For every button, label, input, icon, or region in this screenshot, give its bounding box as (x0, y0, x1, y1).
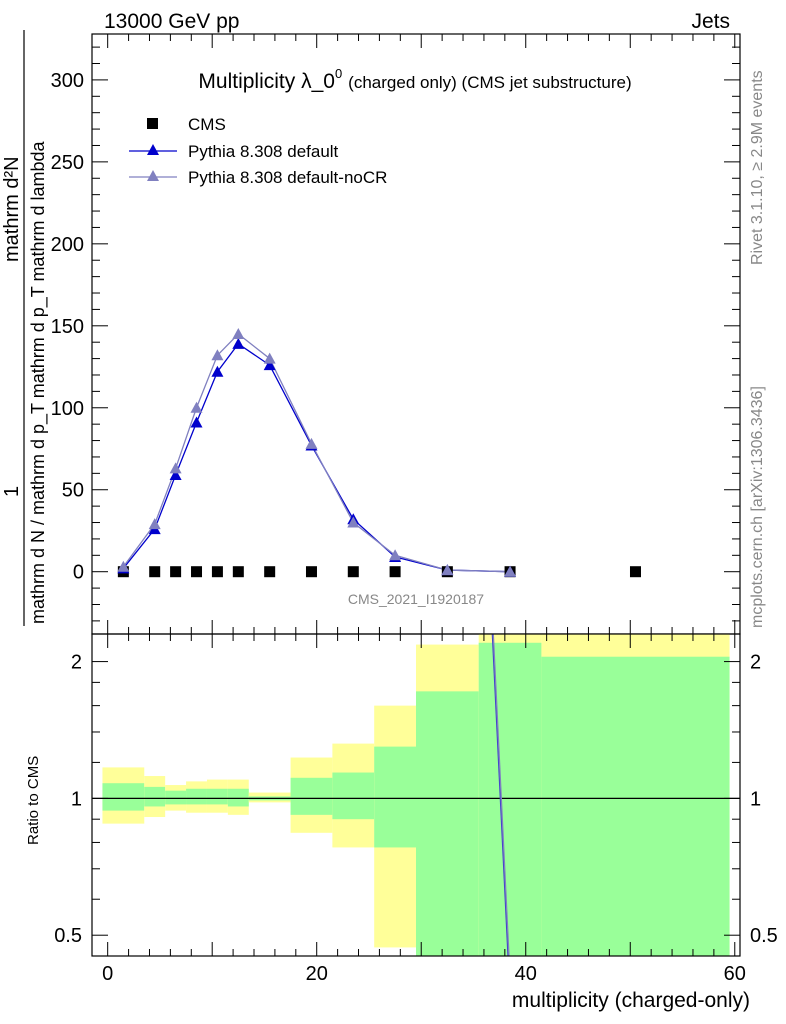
x-tick-label: 40 (515, 963, 537, 985)
cms-data-point (305, 566, 317, 578)
ratio-inner-band (102, 783, 145, 811)
ratio-series-line-0 (491, 633, 509, 957)
plot-title-sup: 0 (335, 66, 342, 81)
ratio-inner-band (478, 642, 542, 956)
y-label-numerator: 1 (1, 486, 23, 497)
ratio-series-layer (92, 633, 740, 957)
series-1-marker (232, 337, 245, 349)
x-tick-label: 0 (102, 963, 113, 985)
ratio-y-tick-label: 2 (71, 652, 82, 674)
ratio-ticks (92, 634, 740, 956)
ratio-inner-band (144, 786, 166, 807)
ratio-inner-band (416, 691, 479, 956)
legend-label-nocr: Pythia 8.308 default-noCR (188, 168, 387, 187)
series-line-2 (122, 333, 511, 573)
series-2-marker (117, 560, 130, 572)
main-series-layer (117, 328, 641, 578)
series-2-marker (504, 565, 517, 577)
plot-subtitle: (charged only) (CMS jet substructure) (348, 73, 631, 92)
series-1-marker (211, 365, 224, 377)
header-right-label: Jets (691, 10, 730, 33)
x-axis-label: multiplicity (charged-only) (512, 989, 750, 1012)
watermark-label: CMS_2021_I1920187 (348, 591, 484, 607)
main-y-tick-label: 300 (51, 70, 84, 92)
ratio-series-line-1 (492, 633, 510, 957)
mcplots-label: mcplots.cern.ch [arXiv:1306.3436] (749, 386, 766, 628)
series-2-marker (389, 549, 402, 561)
series-line-1 (122, 342, 511, 573)
legend-label-cms: CMS (188, 115, 226, 134)
ratio-plot-frame (91, 633, 741, 957)
main-y-tick-labels: 0 50 100 150 200 250 300 (51, 70, 84, 584)
series-2-marker (441, 564, 454, 576)
series-2-marker (169, 462, 182, 474)
x-tick-label: 60 (724, 963, 746, 985)
y-label-numerator-right: mathrm d²N (1, 156, 23, 262)
main-y-tick-label: 250 (51, 152, 84, 174)
ratio-inner-band (227, 788, 249, 807)
ratio-y-tick-label-right: 0.5 (750, 925, 778, 947)
main-y-tick-label: 50 (62, 480, 84, 502)
y-label-denominator: mathrm d N / mathrm d p_T mathrm d p_T m… (28, 141, 49, 624)
ratio-uncertainty-bands (102, 634, 730, 956)
ratio-inner-band (290, 777, 333, 815)
ratio-y-tick-label: 1 (71, 788, 82, 810)
series-2-marker (263, 352, 276, 364)
ratio-panel: 0.5 0.51 12 20 20 40 60 Ratio to CMS multiplic… (25, 633, 778, 1012)
series-2-marker (347, 516, 360, 528)
main-y-axis-label: 1 mathrm d²N mathrm d N / mathrm d p_T m… (1, 30, 49, 626)
rivet-label: Rivet 3.1.10, ≥ 2.9M events (749, 70, 766, 265)
ratio-inner-band (332, 772, 375, 820)
series-2-marker (211, 349, 224, 361)
main-y-tick-label: 150 (51, 316, 84, 338)
cms-data-point (389, 566, 401, 578)
x-tick-label: 20 (306, 963, 328, 985)
cms-data-point (191, 566, 203, 578)
plot-title-main: Multiplicity λ_0 (198, 70, 335, 93)
main-y-tick-label: 100 (51, 398, 84, 420)
main-y-ticks (92, 34, 740, 634)
cms-data-point (629, 566, 641, 578)
ratio-inner-band (541, 656, 730, 956)
series-2-marker (305, 437, 318, 449)
cms-data-point (170, 566, 182, 578)
cms-data-point (232, 566, 244, 578)
legend-marker-default (147, 144, 159, 155)
legend-label-default: Pythia 8.308 default (188, 142, 339, 161)
legend: CMS Pythia 8.308 default Pythia 8.308 de… (129, 115, 387, 187)
cms-data-point (211, 566, 223, 578)
ratio-inner-band (206, 788, 228, 805)
plot-title: Multiplicity λ_00 (charged only) (CMS jet… (198, 66, 631, 93)
cms-data-point (347, 566, 359, 578)
legend-marker-nocr (147, 170, 159, 181)
header-left-label: 13000 GeV pp (104, 10, 239, 33)
cms-data-point (149, 566, 161, 578)
legend-marker-cms (147, 118, 158, 129)
series-2-marker (232, 328, 245, 339)
ratio-inner-band (374, 746, 416, 848)
series-2-marker (190, 401, 203, 413)
ratio-y-label: Ratio to CMS (25, 756, 42, 845)
series-1-marker (169, 468, 182, 480)
ratio-inner-band (186, 788, 207, 805)
ratio-y-tick-label-right: 2 (750, 652, 761, 674)
ratio-inner-band (165, 790, 187, 805)
series-1-marker (190, 416, 203, 428)
ratio-y-tick-label: 0.5 (54, 925, 82, 947)
series-2-marker (148, 518, 161, 530)
cms-data-point (264, 566, 276, 578)
ratio-y-tick-label-right: 1 (750, 788, 761, 810)
main-y-tick-label: 0 (73, 562, 84, 584)
ratio-tick-labels: 0.5 0.51 12 20 20 40 60 (54, 652, 778, 985)
ratio-frame-border (91, 633, 741, 957)
series-1-marker (263, 359, 276, 371)
main-y-tick-label: 200 (51, 234, 84, 256)
